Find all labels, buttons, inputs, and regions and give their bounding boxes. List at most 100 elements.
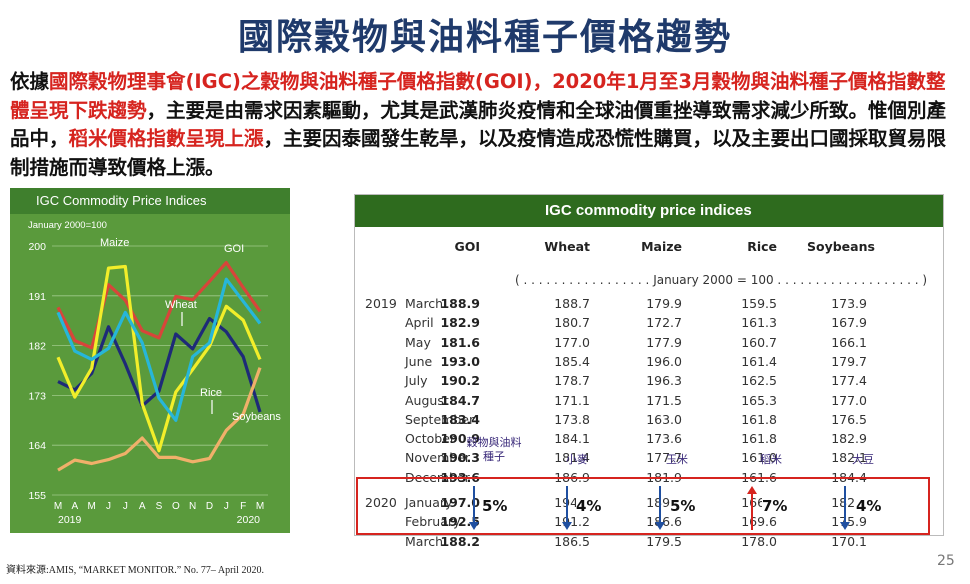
table-title: IGC commodity price indices	[355, 195, 943, 227]
row-month: April	[405, 315, 434, 331]
table-cell: 169.6	[741, 514, 777, 530]
commodity-label-zh: 稻米	[760, 453, 782, 466]
table-cell: 191.2	[554, 514, 590, 530]
annotation-goi: GOI	[224, 243, 244, 255]
column-header: Maize	[641, 239, 682, 254]
row-month: March	[405, 296, 444, 311]
table-cell: 161.0	[741, 450, 777, 466]
row-month: October	[405, 431, 456, 447]
table-cell: 166.1	[831, 334, 867, 350]
table-cell: 188.2	[440, 533, 480, 549]
row-month: February	[405, 514, 461, 530]
table-cell: 177.0	[831, 392, 867, 408]
annotation-rice: Rice	[200, 387, 222, 399]
table-cell: 186.6	[646, 514, 682, 530]
table-cell: 182.1	[831, 450, 867, 466]
series-line-wheat	[57, 316, 262, 413]
x-tick-label: M	[256, 501, 264, 512]
table-cell: 173.6	[646, 431, 682, 447]
para-text-2: ，主要是由需求因素驅動，尤其是武漢肺炎疫情和全球油價重挫導致需求減少所致。惟個別…	[10, 98, 947, 151]
table-cell: 161.4	[741, 353, 777, 369]
table-cell: 178.0	[741, 533, 777, 549]
unit-note: ( . . . . . . . . . . . . . . . . . Janu…	[515, 273, 928, 287]
column-header: GOI	[454, 239, 480, 254]
row-month: May	[405, 334, 431, 350]
table-cell: 171.1	[554, 392, 590, 408]
x-tick-label: J	[106, 501, 111, 512]
table-cell: 170.1	[831, 533, 867, 549]
table-cell: 188.9	[440, 296, 480, 311]
price-table-panel: IGC commodity price indices GOI Wheat Maiz…	[354, 194, 944, 549]
table-cell: 161.8	[741, 411, 777, 427]
line-chart-title: IGC Commodity Price Indices	[10, 188, 290, 214]
table-cell: 171.5	[646, 392, 682, 408]
year-label: 2020	[237, 514, 261, 526]
chart-subtitle: January 2000=100	[28, 220, 107, 231]
series-line-maize	[56, 264, 262, 453]
y-tick-label: 155	[28, 490, 46, 502]
trend-arrowhead-up	[747, 486, 757, 494]
change-percent: 5%	[670, 497, 696, 515]
table-cell: 179.9	[646, 296, 682, 311]
table-cell: 179.5	[646, 533, 682, 549]
table-cell: 190.3	[440, 450, 480, 466]
x-tick-label: A	[71, 501, 78, 512]
table-cell: 175.9	[831, 514, 867, 530]
table-cell: 173.9	[831, 296, 867, 311]
table-cell: 193.0	[440, 353, 480, 369]
x-tick-label: J	[123, 501, 128, 512]
x-tick-label: M	[87, 501, 95, 512]
x-tick-label: D	[206, 501, 213, 512]
change-percent: 4%	[856, 497, 882, 515]
table-cell: 190.2	[440, 373, 480, 389]
y-tick-label: 182	[28, 341, 46, 353]
change-percent: 4%	[576, 497, 602, 515]
y-tick-label: 164	[28, 440, 46, 452]
table-cell: 161.8	[741, 431, 777, 447]
commodity-label-zh: 小麥	[566, 453, 588, 466]
table-cell: 177.0	[554, 334, 590, 350]
column-header: Rice	[747, 239, 777, 254]
x-tick-label: F	[240, 501, 246, 512]
table-cell: 177.7	[646, 450, 682, 466]
annotation-soybeans: Soybeans	[232, 411, 281, 423]
row-month: November	[405, 450, 471, 466]
series-line-soybeans	[57, 367, 262, 472]
highlight-box-2020	[356, 477, 930, 535]
x-tick-label: O	[172, 501, 180, 512]
x-tick-label: N	[189, 501, 196, 512]
series-line-rice	[56, 277, 262, 422]
table-cell: 184.7	[440, 392, 480, 408]
commodity-label-zh: 大豆	[852, 453, 874, 466]
table-cell: 182.9	[440, 315, 480, 331]
row-year: 2019	[365, 296, 397, 311]
y-tick-label: 200	[28, 241, 46, 253]
page-title: 國際穀物與油料種子價格趨勢	[237, 17, 732, 58]
table-cell: 167.9	[831, 315, 867, 331]
x-tick-label: S	[156, 501, 163, 512]
row-month: July	[405, 373, 428, 389]
trend-arrowhead-down	[562, 522, 572, 530]
x-tick-label: J	[224, 501, 229, 512]
commodity-label-zh: 穀物與油料種子	[466, 436, 522, 463]
table-cell: 177.9	[646, 334, 682, 350]
row-month: August	[405, 392, 449, 408]
column-header: Soybeans	[807, 239, 875, 254]
table-cell: 197.0	[440, 495, 480, 510]
table-cell: 161.3	[741, 315, 777, 331]
year-label: 2019	[58, 514, 82, 526]
change-percent: 7%	[762, 497, 788, 515]
commodity-label-zh: 玉米	[666, 453, 688, 466]
series-line-goi	[56, 260, 262, 350]
y-tick-label: 191	[28, 291, 46, 303]
table-cell: 163.0	[646, 411, 682, 427]
table-cell: 173.8	[554, 411, 590, 427]
x-tick-label: M	[54, 501, 62, 512]
table-cell: 180.7	[554, 315, 590, 331]
trend-arrowhead-down	[469, 522, 479, 530]
trend-arrowhead-down	[655, 522, 665, 530]
y-tick-label: 173	[28, 390, 46, 402]
table-cell: 159.5	[741, 296, 777, 311]
row-month: January	[405, 495, 453, 510]
